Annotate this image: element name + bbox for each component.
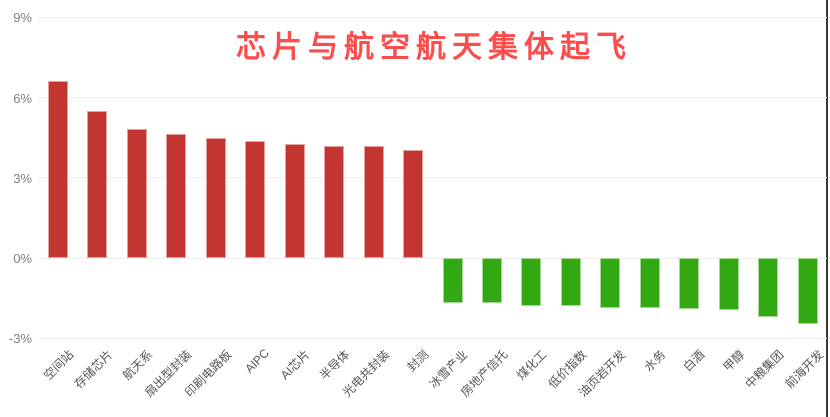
bar[interactable] bbox=[718, 258, 739, 310]
gridline bbox=[38, 16, 827, 18]
gridline bbox=[38, 257, 827, 259]
bar[interactable] bbox=[205, 137, 226, 258]
x-axis-category-label: 水务 bbox=[641, 347, 669, 375]
x-axis-category-label: AIPC bbox=[242, 346, 273, 376]
screenshot-right-border bbox=[826, 0, 828, 417]
bar[interactable] bbox=[284, 144, 305, 258]
chart-title: 芯片与航空航天集体起飞 bbox=[236, 31, 632, 64]
x-axis-category-label: 甲醇 bbox=[720, 347, 747, 375]
bar[interactable] bbox=[758, 258, 779, 317]
x-axis-category-label: AI芯片 bbox=[278, 347, 314, 383]
bar[interactable] bbox=[48, 80, 68, 258]
bar[interactable] bbox=[245, 141, 266, 258]
bar[interactable] bbox=[166, 133, 187, 258]
bar[interactable] bbox=[481, 258, 502, 303]
y-axis-tick-label: 9% bbox=[13, 10, 32, 26]
x-axis-category-label: 封测 bbox=[404, 347, 432, 375]
x-axis-category-label: 前海开发 bbox=[782, 347, 826, 392]
bar[interactable] bbox=[679, 258, 700, 310]
bar[interactable] bbox=[560, 258, 581, 306]
bar[interactable] bbox=[324, 145, 345, 258]
bar[interactable] bbox=[639, 258, 660, 308]
bar[interactable] bbox=[363, 145, 384, 258]
bar[interactable] bbox=[797, 258, 818, 325]
y-axis-tick-label: 0% bbox=[13, 251, 32, 266]
x-axis-category-label: 中粮集团 bbox=[742, 347, 787, 392]
x-axis-category-label: 存储芯片 bbox=[71, 347, 116, 392]
y-axis-tick-label: 6% bbox=[13, 90, 32, 106]
bar[interactable] bbox=[600, 258, 621, 308]
bar[interactable] bbox=[442, 258, 463, 303]
bar[interactable] bbox=[403, 149, 424, 258]
gridline bbox=[38, 177, 827, 179]
gridline bbox=[38, 337, 827, 339]
y-axis-tick-label: 3% bbox=[13, 170, 32, 186]
x-axis-category-label: 白酒 bbox=[680, 347, 708, 375]
bar[interactable] bbox=[521, 258, 542, 306]
y-axis-tick-label: -3% bbox=[8, 331, 32, 347]
gridline bbox=[38, 97, 827, 98]
bar[interactable] bbox=[126, 129, 147, 258]
bar[interactable] bbox=[87, 110, 108, 258]
